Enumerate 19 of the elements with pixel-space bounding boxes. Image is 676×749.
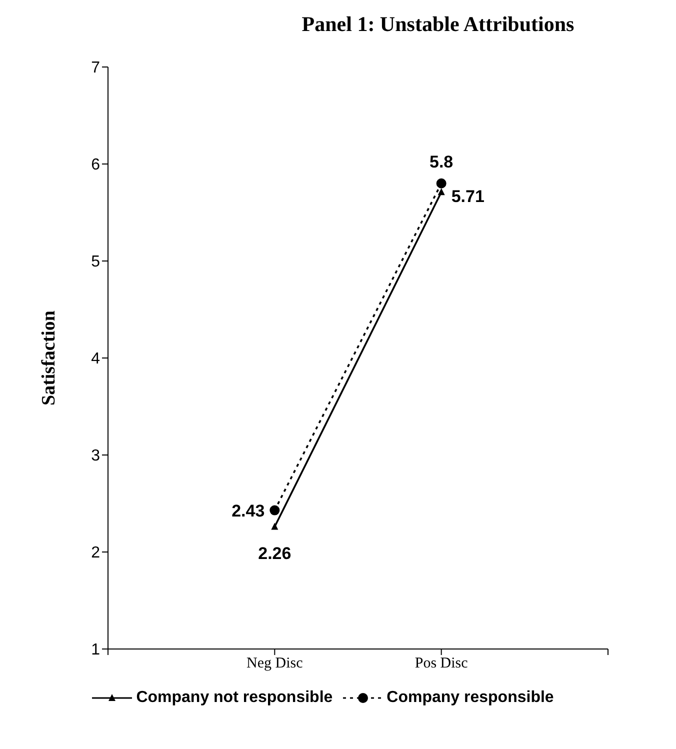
y-tick-label: 3	[91, 448, 100, 465]
x-tick-label: Neg Disc	[246, 656, 304, 672]
point	[270, 505, 280, 516]
data-label: 2.43	[232, 501, 265, 520]
y-tick-label: 1	[91, 642, 100, 659]
point	[436, 178, 446, 188]
legend-label: Company responsible	[386, 689, 554, 707]
y-tick-label: 4	[91, 350, 100, 368]
y-tick-label: 5	[91, 254, 100, 271]
data-label: 5.71	[451, 187, 484, 206]
x-tick-label: Pos Disc	[414, 656, 468, 672]
y-tick-label: 6	[91, 156, 100, 174]
y-axis-title: Satisfaction	[38, 310, 60, 406]
y-tick-label: 2	[91, 544, 100, 562]
legend-label: Company not responsible	[136, 689, 333, 707]
data-label: 5.8	[430, 152, 454, 172]
y-tick-label: 7	[91, 60, 100, 77]
chart-title: Panel 1: Unstable Attributions	[300, 12, 576, 37]
data-label: 2.26	[258, 544, 292, 563]
